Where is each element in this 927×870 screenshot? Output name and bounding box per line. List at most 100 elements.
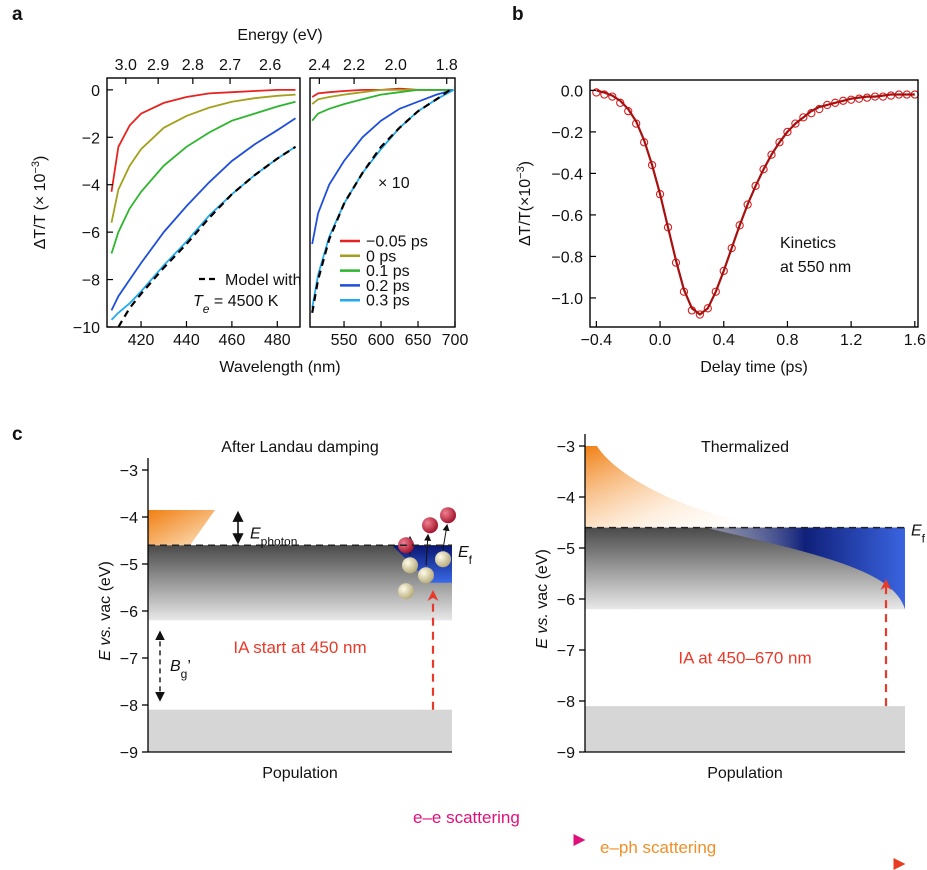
gap-label-part: B — [170, 658, 181, 675]
x-tick-label: −0.4 — [581, 332, 613, 349]
x-tick-label: 600 — [368, 332, 395, 349]
legend-label: 0 ps — [366, 248, 396, 265]
electron — [398, 583, 414, 600]
x2-tick-label: 2.0 — [385, 57, 407, 74]
annotation: at 550 nm — [780, 259, 851, 276]
data-point — [703, 304, 712, 313]
panel-label: b — [512, 4, 524, 25]
y-tick-label: −7 — [557, 643, 575, 660]
y-tick-label: −3 — [120, 463, 138, 480]
ia-label: IA start at 450 nm — [233, 638, 366, 657]
legend-label: −0.05 ps — [366, 234, 428, 251]
photon-label-part: E — [250, 526, 261, 543]
spectrum — [110, 100, 296, 254]
x-tick-label: 0.0 — [649, 332, 671, 349]
data-point — [608, 92, 617, 101]
y-tick-label: −9 — [557, 745, 575, 762]
spectrum — [311, 89, 454, 122]
fermi-label-part: f — [469, 553, 473, 567]
plot-frame — [309, 77, 456, 328]
gap-label-part: ’ — [187, 658, 191, 675]
x-tick-label: 460 — [219, 332, 246, 349]
eph-label: e–ph scattering — [600, 838, 716, 857]
gap-label-part: g — [181, 667, 188, 681]
x-tick-label: 550 — [331, 332, 358, 349]
data-point — [767, 150, 776, 159]
y-axis-title: E vs. vac (eV) — [97, 561, 114, 661]
model-curve — [311, 86, 455, 313]
y-tick-label: −0.6 — [551, 208, 583, 225]
data-point — [735, 221, 744, 230]
data-point — [616, 98, 625, 107]
x2-tick-label: 2.6 — [259, 57, 281, 74]
y-axis-title: E vs. vac (eV) — [534, 549, 551, 649]
electron — [422, 517, 438, 534]
legend-label-part: e — [203, 302, 210, 316]
data-point — [775, 138, 784, 147]
diagram-title: Thermalized — [701, 439, 789, 456]
y-axis-title-part: ΔT/T(×10 — [517, 179, 534, 246]
y-axis-title-part: ) — [32, 156, 49, 161]
hot-tail — [585, 446, 775, 528]
y-tick-label: −7 — [120, 651, 138, 668]
x-tick-label: 440 — [173, 332, 200, 349]
x2-tick-label: 2.4 — [308, 57, 330, 74]
hot-carriers — [148, 509, 215, 546]
y-tick-label: −6 — [557, 592, 575, 609]
y-tick-label: 0.0 — [561, 83, 583, 100]
hole-tail — [705, 527, 905, 610]
y-axis-title-part: vac (eV) — [97, 561, 114, 625]
y-tick-label: −5 — [120, 557, 138, 574]
ee-label: e–e scattering — [413, 808, 520, 827]
legend-label: 0.1 ps — [366, 263, 410, 280]
y-axis-title-part: vac (eV) — [534, 549, 551, 613]
model-curve — [117, 145, 297, 327]
photon-label-part: photon — [261, 535, 298, 549]
y-tick-label: −8 — [82, 273, 100, 290]
y-tick-label: −1.0 — [551, 291, 583, 308]
spectrum — [110, 93, 296, 223]
y-axis-title: ΔT/T (× 10−3) — [30, 156, 49, 250]
y-tick-label: −0.8 — [551, 249, 583, 266]
annotation: Kinetics — [780, 235, 836, 252]
y-axis-title-part: −3 — [515, 166, 527, 179]
spectrum — [110, 117, 296, 311]
valence-band — [148, 545, 452, 621]
x-tick-label: 1.2 — [840, 332, 862, 349]
x-tick-label: 420 — [128, 332, 155, 349]
legend-label: Te = 4500 K — [193, 293, 279, 316]
electron — [402, 557, 418, 574]
spectrum — [110, 89, 296, 192]
ia-label: IA at 450–670 nm — [678, 649, 811, 668]
y-axis-title-part: ) — [517, 161, 534, 166]
x-tick-label: 0.8 — [776, 332, 798, 349]
y-tick-label: −4 — [82, 178, 100, 195]
y-tick-label: −4 — [120, 510, 138, 527]
spectrum — [311, 89, 454, 245]
electron — [435, 551, 451, 568]
data-point — [743, 200, 752, 209]
y-tick-label: −3 — [557, 439, 575, 456]
x-axis-title: Population — [262, 765, 338, 782]
y-axis-title-part: ΔT/T (× 10 — [32, 173, 49, 249]
data-point — [727, 243, 736, 253]
electron — [418, 567, 434, 584]
x-axis-title: Wavelength (nm) — [219, 359, 340, 376]
fermi-label-part: E — [911, 523, 922, 540]
lower-band — [148, 709, 452, 752]
data-point — [799, 113, 808, 122]
y-tick-label: −0.4 — [551, 166, 583, 183]
panel-label: a — [12, 4, 23, 25]
fermi-label-part: f — [922, 532, 926, 546]
y-axis-title-part: −3 — [30, 161, 42, 174]
data-point — [759, 165, 768, 174]
y-axis-title-part: vs. — [97, 625, 114, 650]
fermi-label-part: E — [458, 544, 469, 561]
x-tick-label: 650 — [405, 332, 432, 349]
fermi-label: Ef — [458, 544, 473, 567]
plot-frame — [589, 79, 919, 328]
x2-tick-label: 2.2 — [343, 57, 365, 74]
data-point — [719, 266, 728, 276]
